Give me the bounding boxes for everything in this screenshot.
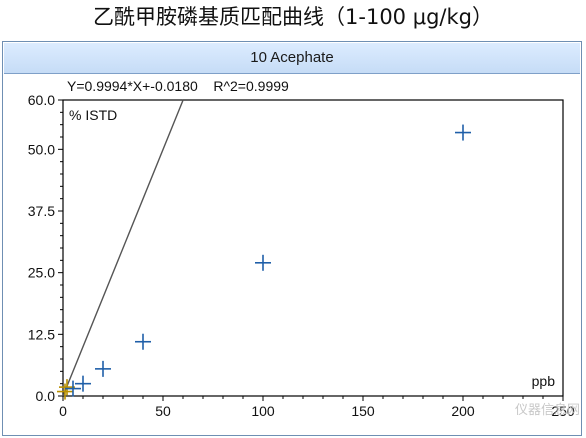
data-point (455, 124, 471, 141)
fit-equation: Y=0.9994*X+-0.0180 R^2=0.9999 (67, 78, 289, 94)
x-tick-label: 150 (351, 403, 375, 419)
data-point (57, 383, 73, 400)
x-tick-label: 100 (251, 403, 275, 419)
y-tick-label: 0.0 (36, 388, 56, 404)
y-tick-label: 50.0 (28, 141, 55, 157)
x-tick-label: 0 (59, 403, 67, 419)
data-point (255, 254, 271, 271)
data-point (65, 380, 81, 397)
chart-caption: 乙酰甲胺磷基质匹配曲线（1-100 μg/kg） (93, 5, 493, 29)
y-tick-label: 25.0 (28, 265, 55, 281)
y-tick-label: 37.5 (28, 203, 55, 219)
x-tick-label: 200 (451, 403, 475, 419)
y-axis-label: % ISTD (69, 107, 117, 123)
x-tick-label: 50 (155, 403, 171, 419)
panel-title: 10 Acephate (4, 43, 580, 74)
x-tick-label: 250 (551, 403, 575, 419)
data-point (75, 375, 91, 392)
plot-area (62, 99, 564, 397)
calibration-panel: 10 Acephate Y=0.9994*X+-0.0180 R^2=0.999… (2, 41, 582, 436)
data-point (95, 360, 111, 377)
watermark: 仪器信息网 (515, 402, 580, 418)
fit-line (62, 99, 184, 397)
y-tick-label: 12.5 (28, 326, 55, 342)
x-unit-label: ppb (532, 373, 556, 389)
data-point (135, 333, 151, 350)
y-tick-label: 60.0 (28, 92, 55, 108)
